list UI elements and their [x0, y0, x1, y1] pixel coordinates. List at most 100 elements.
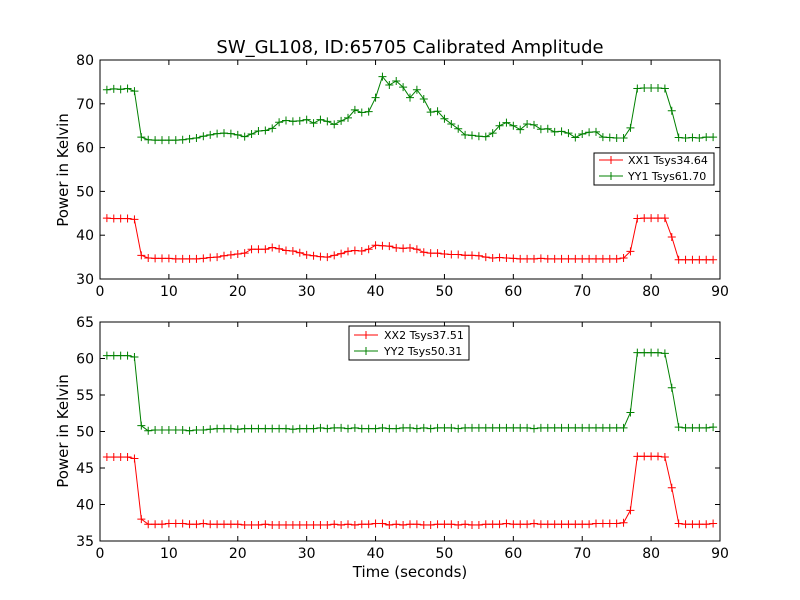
data-point: [330, 120, 339, 129]
data-point: [261, 424, 270, 433]
data-point: [316, 520, 325, 529]
data-point: [571, 254, 580, 263]
legend-label-xx2: XX2 Tsys37.51: [384, 329, 464, 342]
data-point: [371, 519, 380, 528]
data-point: [164, 254, 173, 263]
data-point: [295, 424, 304, 433]
data-point: [688, 423, 697, 432]
data-point: [419, 248, 428, 257]
legend-marker-xx1: [607, 156, 615, 164]
data-point: [233, 250, 242, 259]
data-point: [640, 348, 649, 357]
x-tick-label: 70: [573, 284, 591, 300]
legend-marker-yy2: [362, 347, 370, 355]
data-point: [213, 129, 222, 138]
data-point: [344, 520, 352, 529]
data-point: [206, 253, 215, 262]
x-tick-label: 20: [229, 546, 247, 562]
x-tick-label: 10: [160, 284, 178, 300]
data-point: [137, 133, 146, 142]
data-point: [344, 424, 352, 433]
data-point: [516, 520, 525, 529]
data-point: [109, 84, 118, 93]
data-point: [578, 130, 587, 139]
data-point: [412, 85, 421, 94]
data-point: [302, 520, 311, 529]
series-layer: [102, 72, 718, 264]
data-point: [557, 254, 566, 263]
data-point: [116, 214, 125, 223]
data-point: [461, 130, 470, 139]
data-point: [254, 520, 263, 529]
data-point: [213, 424, 222, 433]
data-point: [530, 424, 538, 433]
data-point: [261, 126, 270, 135]
data-point: [509, 423, 518, 432]
data-point: [412, 424, 421, 433]
y-tick-label: 60: [76, 141, 94, 157]
data-point: [433, 107, 442, 116]
data-point: [137, 515, 146, 524]
data-point: [130, 454, 139, 463]
data-point: [337, 423, 346, 432]
data-point: [158, 520, 166, 529]
data-point: [399, 520, 408, 529]
data-point: [137, 421, 146, 430]
data-point: [199, 519, 208, 528]
data-point: [605, 519, 614, 528]
data-point: [109, 351, 118, 360]
data-point: [399, 423, 408, 432]
x-tick-label: 70: [573, 546, 591, 562]
data-point: [206, 130, 215, 139]
data-point: [695, 133, 704, 142]
data-point: [516, 423, 525, 432]
legend-label-yy2: YY2 Tsys50.31: [383, 345, 462, 358]
data-point: [481, 423, 490, 432]
data-point: [536, 254, 545, 263]
data-point: [309, 251, 318, 260]
data-point: [123, 453, 132, 462]
data-point: [709, 255, 718, 264]
data-point: [275, 424, 284, 433]
data-point: [461, 520, 470, 529]
data-point: [288, 425, 297, 434]
data-point: [557, 423, 566, 432]
data-point: [323, 520, 332, 529]
data-point: [102, 85, 111, 94]
data-point: [171, 519, 180, 528]
y-tick-label: 30: [76, 272, 94, 288]
data-point: [681, 520, 690, 529]
data-point: [585, 423, 594, 432]
y-tick-label: 40: [76, 498, 94, 514]
data-point: [364, 245, 373, 254]
data-point: [647, 214, 656, 223]
data-point: [109, 214, 118, 223]
data-point: [681, 133, 690, 142]
data-point: [502, 519, 511, 528]
data-point: [350, 105, 359, 114]
data-point: [102, 214, 111, 223]
data-point: [523, 423, 532, 432]
data-point: [295, 520, 304, 529]
data-point: [440, 114, 449, 123]
data-point: [647, 348, 656, 357]
data-point: [282, 424, 290, 433]
data-point: [502, 423, 511, 432]
data-point: [454, 124, 463, 133]
data-point: [474, 251, 483, 260]
data-point: [240, 520, 249, 529]
data-point: [660, 453, 669, 462]
legend-box: [593, 152, 715, 186]
data-point: [654, 452, 662, 461]
data-point: [344, 247, 352, 256]
data-point: [158, 426, 166, 435]
series-2: [102, 348, 718, 435]
data-point: [612, 519, 621, 528]
data-point: [178, 135, 187, 144]
data-point: [116, 453, 125, 462]
data-point: [385, 520, 394, 529]
data-point: [392, 243, 401, 252]
data-point: [564, 520, 573, 529]
y-tick-label: 40: [76, 228, 94, 244]
data-point: [406, 423, 414, 432]
